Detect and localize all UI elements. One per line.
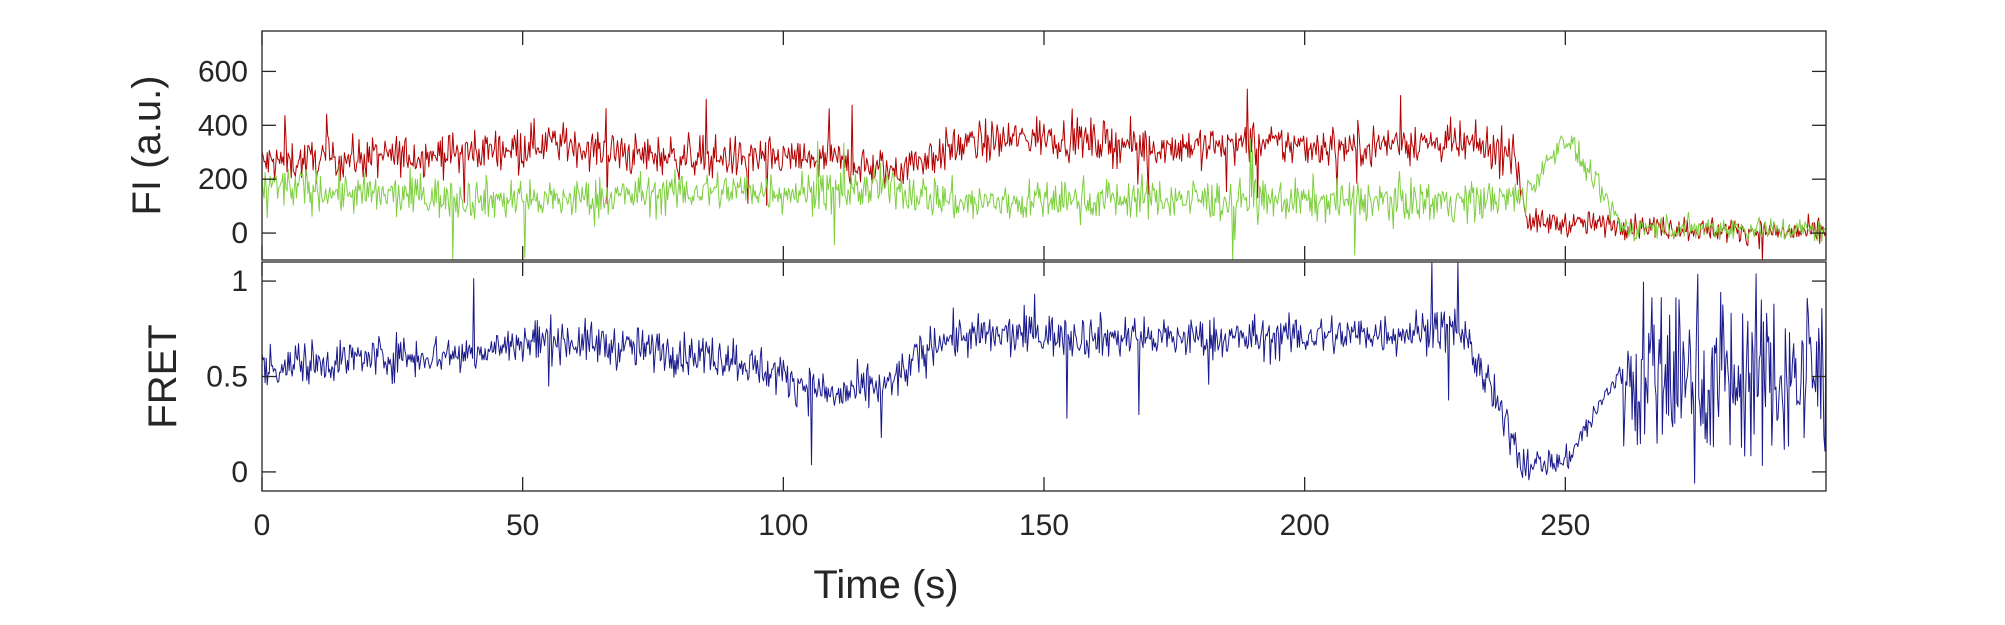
- y-tick-label: 0.5: [206, 361, 248, 394]
- fluorescence-panel: 0 200 400 600 FI (a.u.): [125, 30, 1827, 261]
- x-tick-label: 50: [506, 509, 539, 542]
- fluorescence-y-axis-label: FI (a.u.): [125, 75, 169, 215]
- time-x-axis-label: Time (s): [813, 563, 958, 607]
- x-tick-label: 250: [1540, 509, 1590, 542]
- x-tick-label: 0: [254, 509, 271, 542]
- y-tick-label: 400: [198, 109, 248, 142]
- fret-traces: [261, 261, 1827, 484]
- fluorescence-ticks: 0 200 400 600: [198, 31, 1826, 260]
- acceptor-trace: [261, 88, 1827, 261]
- fret-trace: [261, 261, 1827, 484]
- fret-ticks: 0 0.5 1 0 50 100 150 200 250: [206, 262, 1826, 542]
- donor-trace: [261, 135, 1827, 261]
- fret-axes-frame: [261, 261, 1827, 492]
- x-tick-label: 200: [1280, 509, 1330, 542]
- fret-panel: 0 0.5 1 0 50 100 150 200 250 FRET Time (s): [141, 261, 1827, 607]
- y-tick-label: 1: [231, 265, 248, 298]
- fret-y-axis-label: FRET: [141, 324, 185, 428]
- fluorescence-traces: [261, 88, 1827, 261]
- x-tick-label: 100: [758, 509, 808, 542]
- y-tick-label: 0: [231, 456, 248, 489]
- x-tick-label: 150: [1019, 509, 1069, 542]
- y-tick-label: 200: [198, 163, 248, 196]
- y-tick-label: 0: [231, 217, 248, 250]
- y-tick-label: 600: [198, 55, 248, 88]
